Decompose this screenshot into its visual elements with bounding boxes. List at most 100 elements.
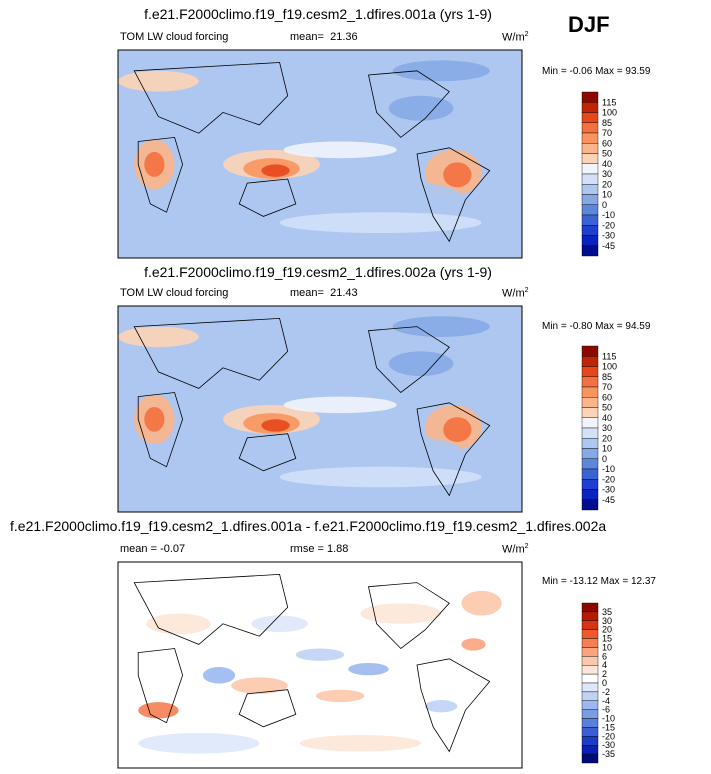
colorbar-3-swatch (581, 682, 599, 693)
colorbar-3-swatch (581, 602, 599, 613)
colorbar-1-tick-label: 50 (602, 149, 612, 159)
season-label: DJF (568, 12, 610, 37)
coastline (368, 326, 450, 394)
colorbar-3-tick-label: 10 (602, 642, 612, 652)
coastline (137, 136, 184, 213)
colorbar-2-tick-label: 85 (602, 372, 612, 382)
colorbar-1-tick-label: 0 (602, 200, 607, 210)
colorbar-3-tick-label: 2 (602, 669, 607, 679)
panel-3-mean: mean = -0.07 (120, 543, 186, 555)
panel-1-contour-region (239, 74, 361, 100)
colorbar-2-tick-label: 0 (602, 454, 607, 464)
colorbar-3-tick-label: -6 (602, 705, 610, 715)
coastline (137, 648, 184, 724)
panel-2-mean: mean= 21.43 (290, 287, 358, 299)
panel-1-contour-region (118, 70, 199, 92)
colorbar-2-tick-label: 20 (602, 433, 612, 443)
colorbar-2-tick-label: -10 (602, 464, 615, 474)
colorbar-1-swatch (581, 112, 599, 123)
colorbar-1-tick-label: 10 (602, 190, 612, 200)
colorbar-3-tick-label: -10 (602, 714, 615, 724)
colorbar-2-swatch (581, 345, 599, 357)
colorbar-2-swatch (581, 376, 599, 388)
panel-1-minmax: Min = -0.06 Max = 93.59 (542, 66, 651, 77)
colorbar-1-tick-label: -45 (602, 241, 615, 251)
panel-2-units: W/m2 (502, 287, 529, 300)
colorbar-1-swatch (581, 225, 599, 236)
colorbar-2-swatch (581, 407, 599, 418)
colorbar-1-tick-label: -10 (602, 210, 615, 220)
colorbar-1-swatch (581, 163, 599, 175)
colorbar-3-swatch (581, 736, 599, 746)
colorbar-3-swatch (581, 673, 599, 684)
colorbar-1-swatch (581, 132, 599, 144)
colorbar-3-tick-label: 0 (602, 678, 607, 688)
colorbar-3-swatch (581, 745, 599, 755)
colorbar-2-swatch (581, 366, 599, 377)
colorbar-1-tick-label: 70 (602, 128, 612, 138)
panel-2-contour-region (283, 396, 397, 414)
colorbar-3-swatch (581, 620, 599, 630)
panel-2-contour-region (144, 406, 165, 432)
panel-3-contour-region (138, 702, 179, 719)
coastline (368, 582, 450, 650)
colorbar-2-swatch (581, 479, 599, 490)
panel-1-contour-region (259, 178, 462, 213)
colorbar-1-tick-label: 30 (602, 169, 612, 179)
colorbar-2-swatch (581, 397, 599, 408)
colorbar-1-swatch (581, 143, 599, 154)
colorbar-3-swatch (581, 691, 599, 701)
colorbar-2-tick-label: 115 (602, 351, 616, 361)
panel-3-contour-region (202, 667, 236, 684)
panel-3-contour-region (425, 700, 458, 713)
panel-1-contour-region (144, 151, 165, 177)
colorbar-2-tick-label: 60 (602, 392, 612, 402)
colorbar-1-tick-label: 20 (602, 179, 612, 189)
panel-1-mean: mean= 21.36 (290, 31, 358, 43)
colorbar-3-swatch (581, 665, 599, 675)
colorbar-2-tick-label: -30 (602, 485, 615, 495)
panel-2-contour-region (239, 330, 361, 356)
panel-3-contour-region (295, 648, 345, 661)
panel-2-contour-region (261, 419, 290, 432)
colorbar-3-swatch (581, 629, 599, 639)
colorbar-1-tick-label: 115 (602, 97, 616, 107)
panel-3-contour-region (299, 735, 421, 752)
colorbar-3-swatch (581, 700, 599, 710)
panel-2-contour-region (279, 466, 482, 488)
panel-2-variable: TOM LW cloud forcing (120, 287, 229, 299)
panel-1-units: W/m2 (502, 31, 529, 44)
colorbar-3-swatch (581, 611, 599, 621)
colorbar-2-swatch (581, 386, 599, 398)
colorbar-2-swatch (581, 448, 599, 459)
coastline (416, 658, 491, 753)
colorbar-1-swatch (581, 122, 599, 134)
colorbar-2-tick-label: 40 (602, 413, 612, 423)
panel-3-contour-region (461, 638, 486, 651)
coastline (238, 689, 297, 728)
panel-2-contour-region (190, 363, 288, 385)
colorbar-3-tick-label: 20 (602, 625, 612, 635)
colorbar-2-tick-label: -45 (602, 495, 615, 505)
colorbar-3-swatch (581, 718, 599, 728)
panel-1-contour-region (261, 164, 290, 177)
panel-2-contour-region (388, 351, 454, 377)
panel-1-variable: TOM LW cloud forcing (120, 31, 229, 43)
colorbar-2-tick-label: 70 (602, 382, 612, 392)
colorbar-2-tick-label: 100 (602, 362, 617, 372)
panel-1-map-frame (117, 49, 523, 259)
colorbar-1-tick-label: 60 (602, 138, 612, 148)
panel-3-title: f.e21.F2000climo.f19_f19.cesm2_1.dfires.… (10, 518, 607, 534)
panel-3-map-frame (117, 561, 523, 769)
colorbar-3-tick-label: -4 (602, 696, 610, 706)
colorbar-1-tick-label: 100 (602, 108, 617, 118)
panel-3-contour-region (231, 677, 288, 694)
colorbar-2-swatch (581, 438, 599, 449)
colorbar-1-swatch (581, 173, 599, 185)
colorbar-3-swatch (581, 753, 599, 764)
panel-3-contour-region (315, 689, 365, 703)
colorbar-1-tick-label: -20 (602, 220, 615, 230)
